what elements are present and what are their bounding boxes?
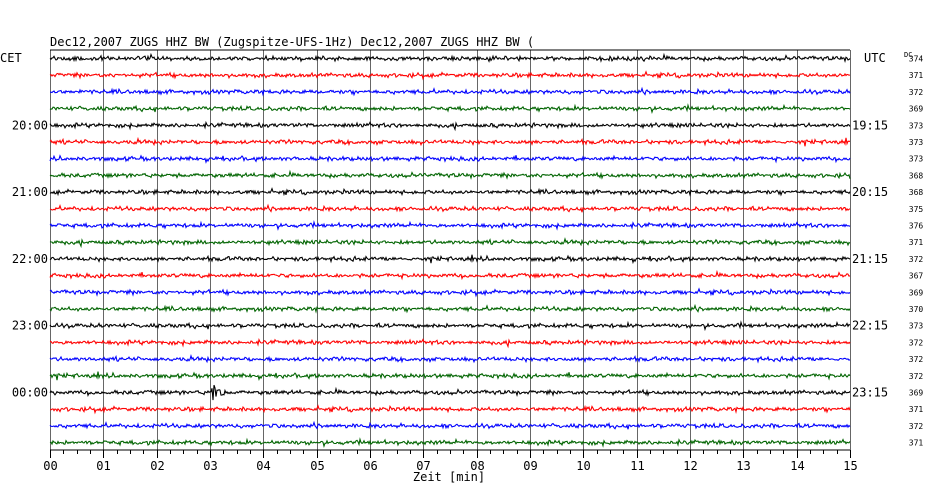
- seismogram-trace: [49, 136, 851, 147]
- dc-offset-label: 368: [909, 188, 924, 197]
- x-tick-label: 05: [310, 459, 324, 473]
- traces-group: [49, 52, 851, 448]
- seismogram-trace: [49, 169, 851, 180]
- x-tick-label: 07: [416, 459, 430, 473]
- dc-offset-label: 368: [909, 171, 924, 180]
- cet-hour-label: 00:00: [12, 386, 48, 400]
- seismogram-trace: [49, 187, 851, 197]
- x-tick-label: 11: [630, 459, 644, 473]
- x-tick-label: 13: [736, 459, 750, 473]
- seismogram-trace: [49, 287, 851, 298]
- dc-offset-label: 372: [909, 338, 924, 347]
- x-tick-label: 04: [256, 459, 270, 473]
- dc-offset-label: 373: [909, 121, 924, 130]
- seismogram-trace: [49, 354, 851, 364]
- seismogram-trace: [49, 237, 851, 249]
- x-tick-label: 15: [843, 459, 857, 473]
- x-tick-label: 08: [470, 459, 484, 473]
- seismogram-trace: [49, 220, 851, 231]
- utc-hour-label: 23:15: [852, 386, 888, 400]
- dc-axis-label: DC: [904, 51, 912, 59]
- x-tick-label: 09: [523, 459, 537, 473]
- dc-offset-label: 369: [909, 288, 924, 297]
- cet-axis-label: CET: [0, 51, 22, 65]
- dc-offset-label: 371: [909, 71, 924, 80]
- dc-offset-label: 375: [909, 205, 924, 214]
- seismogram-trace: [49, 203, 851, 213]
- dc-offset-label: 373: [909, 322, 924, 331]
- dc-offset-label: 371: [909, 439, 924, 448]
- cet-hour-label: 20:00: [12, 118, 48, 132]
- seismogram-trace: [49, 337, 851, 349]
- x-tick-label: 00: [43, 459, 57, 473]
- utc-hour-label: 22:15: [852, 319, 888, 333]
- dc-offset-label: 372: [909, 255, 924, 264]
- utc-hour-label: 20:15: [852, 185, 888, 199]
- seismogram-trace: [49, 269, 851, 281]
- seismogram-trace: [49, 154, 851, 164]
- dc-offset-label: 376: [909, 222, 924, 231]
- seismogram-trace: [49, 103, 851, 114]
- seismogram-trace: [50, 86, 851, 97]
- seismogram-trace: [49, 404, 851, 415]
- dc-offset-label: 372: [909, 422, 924, 431]
- x-tick-label: 10: [576, 459, 590, 473]
- cet-hour-label: 22:00: [12, 252, 48, 266]
- dc-offset-label: 374: [909, 55, 924, 64]
- x-axis-label: Zeit [min]: [413, 470, 485, 484]
- dc-offset-label: 373: [909, 138, 924, 147]
- dc-offset-label: 369: [909, 389, 924, 398]
- seismogram-trace: [49, 70, 851, 81]
- utc-axis-label: UTC: [864, 51, 886, 65]
- x-tick-label: 06: [363, 459, 377, 473]
- x-tick-label: 14: [790, 459, 804, 473]
- hour-labels: 20:00 21:00 22:00 23:00 00:00 19:15 20:15 21:15…: [12, 118, 888, 399]
- dc-offset-label: 369: [909, 105, 924, 114]
- seismogram-trace: [49, 320, 851, 332]
- x-tick-label: 01: [96, 459, 110, 473]
- chart-title: Dec12,2007 ZUGS HHZ BW (Zugspitze-UFS-1H…: [50, 35, 534, 49]
- dc-offset-label: 373: [909, 155, 924, 164]
- dc-offset-label: 367: [909, 272, 924, 281]
- cet-hour-label: 23:00: [12, 319, 48, 333]
- dc-offset-label: 371: [909, 238, 924, 247]
- seismogram-trace: [49, 437, 851, 448]
- seismogram-trace: [49, 120, 851, 132]
- cet-hour-label: 21:00: [12, 185, 48, 199]
- utc-hour-label: 21:15: [852, 252, 888, 266]
- dc-offset-label: 372: [909, 355, 924, 364]
- dc-offset-label: 372: [909, 88, 924, 97]
- seismogram-trace: [49, 371, 851, 382]
- x-axis-ticks: 00 01 02 03 04 05 06 07 08 09 10 11 12 13 14 15: [43, 450, 858, 473]
- dc-labels: 374 371 372 369 373 373 373 368 368 375 376 371 372 3…: [909, 55, 924, 448]
- x-tick-label: 12: [683, 459, 697, 473]
- seismogram-trace: [49, 254, 851, 265]
- x-tick-label: 03: [203, 459, 217, 473]
- seismogram-trace: [49, 384, 851, 401]
- dc-offset-label: 371: [909, 405, 924, 414]
- x-tick-label: 02: [150, 459, 164, 473]
- utc-hour-label: 19:15: [852, 118, 888, 132]
- seismogram-trace: [49, 303, 851, 314]
- dc-offset-label: 370: [909, 305, 924, 314]
- dc-offset-label: 372: [909, 372, 924, 381]
- seismogram-trace: [49, 52, 851, 64]
- seismogram-trace: [49, 420, 851, 430]
- grid-lines: [50, 49, 851, 451]
